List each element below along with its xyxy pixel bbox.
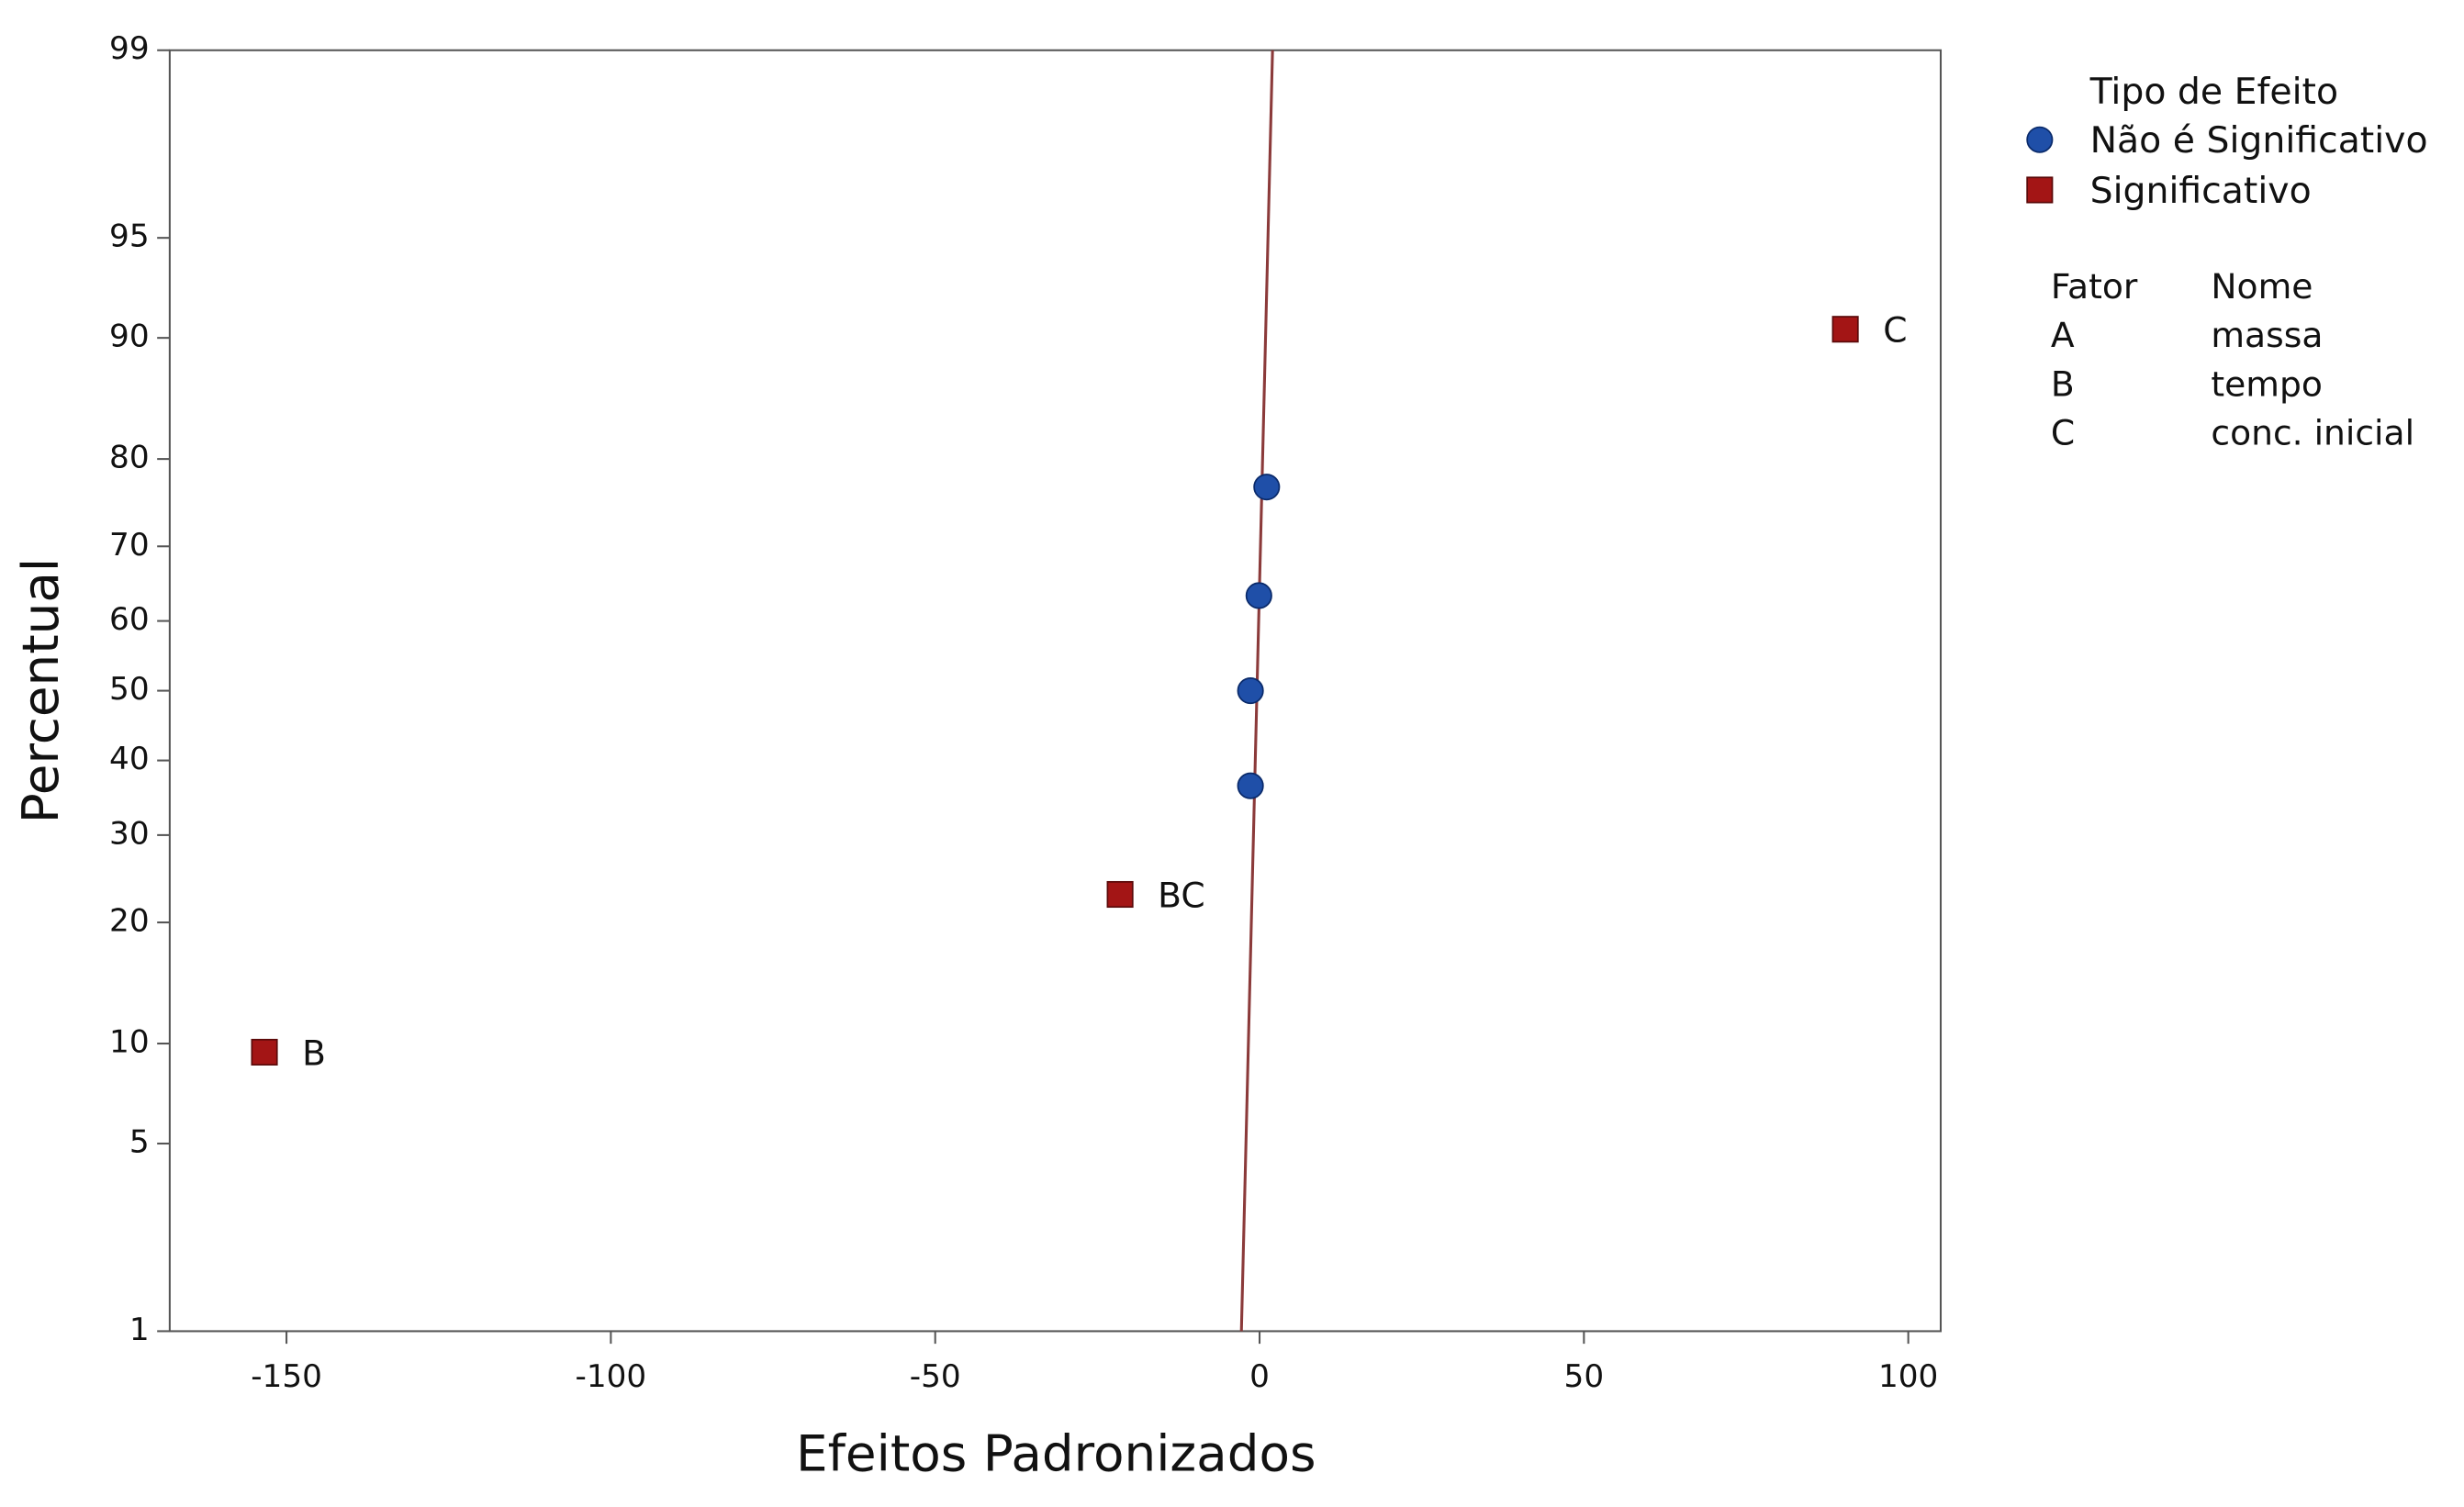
data-point [1106,880,1134,909]
y-tick-label: 10 [109,1024,150,1061]
point-label: BC [1158,875,1204,915]
y-tick-label: 20 [109,903,150,940]
y-axis-label: Percentual [11,558,70,823]
x-tick-label: -150 [251,1358,322,1395]
x-axis-label: Efeitos Padronizados [796,1423,1316,1482]
table-cell: A [2051,315,2075,355]
data-point [1245,582,1272,609]
y-tick-label: 95 [109,218,150,255]
table-cell: tempo [2211,363,2323,404]
x-tick-label: 0 [1249,1358,1270,1395]
table-header: Nome [2211,266,2313,307]
data-point [1253,474,1281,501]
x-tick-label: -100 [576,1358,647,1395]
legend-label: Significativo [2090,170,2312,212]
plot-frame [168,49,1943,1333]
y-tick-label: 50 [109,671,150,708]
y-tick-label: 90 [109,318,150,355]
data-point [1237,677,1264,705]
y-tick-label: 40 [109,741,150,777]
y-tick-label: 5 [129,1124,150,1161]
point-label: B [302,1033,326,1073]
table-header: Fator [2051,266,2138,307]
x-tick-label: 100 [1878,1358,1938,1395]
table-cell: conc. inicial [2211,412,2414,452]
y-tick-label: 99 [109,30,150,67]
y-tick-label: 30 [109,815,150,852]
table-cell: massa [2211,315,2323,355]
y-tick-label: 70 [109,527,150,564]
legend-marker [2026,176,2054,204]
data-point [1237,772,1264,799]
data-point [1831,316,1859,343]
y-tick-label: 1 [129,1312,150,1348]
x-tick-label: -50 [910,1358,961,1395]
x-tick-label: 50 [1564,1358,1605,1395]
legend-marker [2026,126,2054,153]
table-cell: C [2051,412,2075,452]
data-point [251,1038,278,1066]
point-label: C [1883,310,1907,351]
y-tick-label: 80 [109,440,150,476]
table-cell: B [2051,363,2075,404]
legend-title: Tipo de Efeito [2089,71,2338,113]
legend-label: Não é Significativo [2090,119,2428,162]
y-tick-label: 60 [109,601,150,638]
